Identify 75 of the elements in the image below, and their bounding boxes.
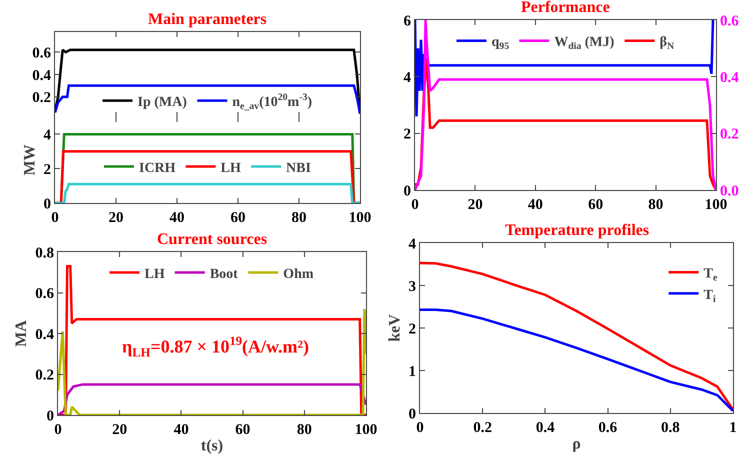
x-tick-label: 20 — [108, 210, 124, 226]
legend-label: Ip (MA) — [138, 95, 188, 110]
x-tick-label: 100 — [354, 422, 378, 438]
x-tick-label: 1 — [729, 420, 737, 436]
legend-label: LH — [220, 160, 242, 176]
y-axis-title: MA — [13, 320, 30, 347]
line-series — [58, 308, 366, 415]
x-tick-label: 0.8 — [661, 420, 680, 436]
line-series — [415, 20, 716, 190]
x-tick-label: 80 — [292, 210, 306, 226]
x-tick-label: 20 — [468, 197, 483, 213]
legend-label: T$_{e}$ — [704, 266, 718, 284]
x-tick-label: 60 — [588, 197, 604, 213]
x-tick-label: 80 — [296, 422, 312, 438]
x-tick-label: 80 — [648, 197, 664, 213]
x-axis-title: t(s) — [200, 438, 224, 455]
y-axis-title: MW — [21, 144, 38, 176]
y-tick-label: 0.8 — [35, 245, 54, 262]
y-tick-label: 0.6 — [35, 286, 54, 302]
x-tick-label: 40 — [170, 210, 184, 226]
y-tick-label: 4 — [404, 70, 412, 86]
legend-label: LH — [144, 266, 165, 282]
legend-label: Ohm — [283, 266, 314, 282]
line-series — [55, 182, 360, 203]
legend-label: W$_{dia}$ (MJ) — [554, 35, 615, 52]
y-tick-label: 0 — [408, 406, 416, 422]
x-tick-label: 40 — [528, 197, 543, 213]
line-series — [420, 262, 733, 411]
x-tick-label: 20 — [112, 422, 128, 438]
x-axis-title: ρ — [572, 436, 581, 453]
legend-label: NBI — [286, 160, 311, 176]
line-series — [58, 383, 366, 415]
y-tick-label: 0 — [46, 408, 54, 424]
legend-label: q$_{95}$ — [492, 35, 510, 52]
legend-label: T$_{i}$ — [704, 288, 716, 305]
line-series — [415, 20, 714, 118]
y-tick-label: 0.2 — [32, 90, 51, 106]
chart-title: Performance — [521, 0, 610, 16]
x-tick-label: 0.4 — [536, 420, 556, 436]
annotation: η$_{LH}$=0.87 × 10$^{19}$(A/w.m²) — [122, 334, 309, 360]
y-tick-label: 0.2 — [35, 368, 54, 384]
line-series — [58, 265, 366, 415]
x-tick-label: 0.2 — [473, 420, 492, 436]
y2-tick-label: 0.0 — [720, 183, 739, 200]
chart-title: Current sources — [157, 231, 268, 248]
x-tick-label: 60 — [230, 210, 246, 226]
y-tick-label: 0.4 — [35, 326, 54, 343]
y-tick-label: 4 — [408, 236, 416, 252]
y2-tick-label: 0.2 — [720, 126, 739, 143]
x-tick-label: 100 — [704, 197, 728, 213]
y-tick-label: 0 — [404, 183, 411, 200]
y-tick-label: 2 — [408, 321, 416, 338]
legend-label: ICRH — [139, 160, 176, 176]
chart-title: Temperature profiles — [505, 222, 650, 239]
x-tick-label: 40 — [174, 422, 189, 438]
line-series — [420, 308, 733, 412]
legend-label: Boot — [210, 266, 238, 282]
y-axis-title: keV — [386, 314, 404, 342]
y-tick-label: 1 — [408, 364, 416, 380]
x-tick-label: 0.6 — [598, 420, 618, 436]
legend-label: β$_{N}$ — [660, 35, 674, 52]
y-tick-label: 4 — [44, 127, 52, 144]
x-tick-label: 100 — [348, 210, 372, 226]
line-series — [55, 84, 360, 115]
y-tick-label: 2 — [44, 162, 51, 178]
y-tick-label: 0.6 — [32, 45, 52, 62]
y-tick-label: 6 — [404, 13, 412, 30]
y-tick-label: 3 — [408, 278, 416, 295]
y-tick-label: 2 — [404, 126, 411, 143]
y2-tick-label: 0.6 — [720, 13, 740, 30]
x-tick-label: 60 — [235, 422, 250, 438]
legend-label: n$_{e_av}$(10$^{20}$m$^{-3}$) — [232, 92, 312, 112]
y-tick-label: 0.4 — [32, 68, 52, 84]
chart-title: Main parameters — [148, 11, 267, 28]
y2-tick-label: 0.4 — [720, 70, 740, 86]
